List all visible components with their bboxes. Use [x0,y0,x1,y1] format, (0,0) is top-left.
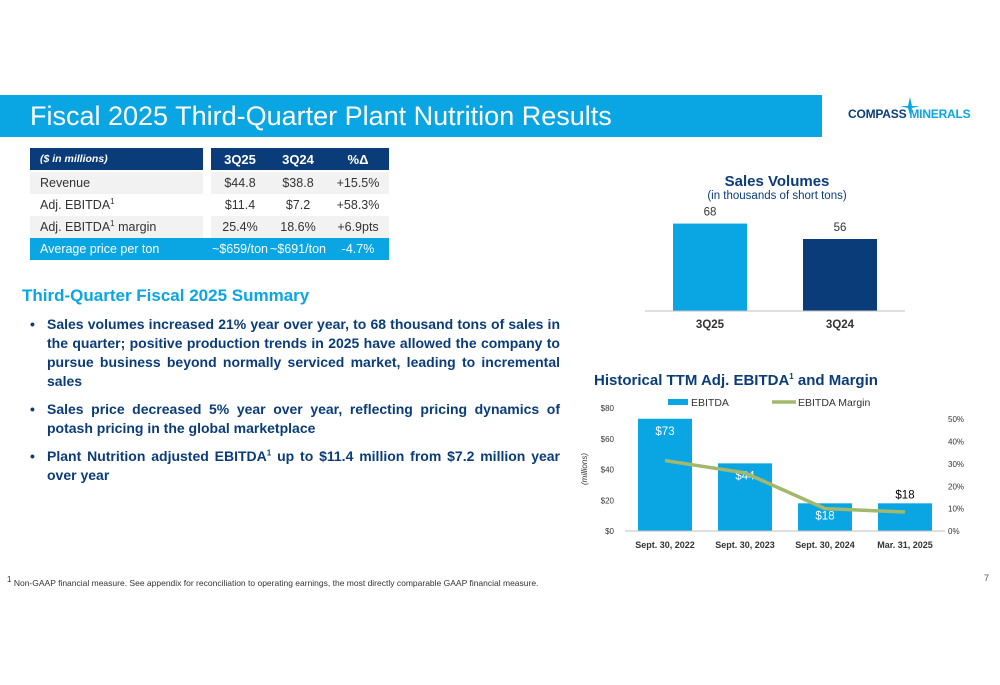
table-cell: -4.7% [327,238,389,260]
table-cell: ~$691/ton [269,238,327,260]
ebitda-chart-title: Historical TTM Adj. EBITDA1 and Margin [594,372,878,389]
table-cell: $44.8 [211,170,269,194]
table-cell: 18.6% [269,216,327,238]
x-category-label: Sept. 30, 2023 [715,540,775,550]
page-title: Fiscal 2025 Third-Quarter Plant Nutritio… [30,101,612,131]
x-category-label: Sept. 30, 2024 [795,540,855,550]
column-header: %Δ [327,148,389,171]
y-right-tick-label: 0% [948,527,960,536]
table-cell: $7.2 [269,194,327,216]
table-cell: +58.3% [327,194,389,216]
logo-word-minerals: MINERALS [909,107,971,121]
list-item: • Sales volumes increased 21% year over y… [30,316,560,389]
y-axis-label: (millions) [580,453,589,485]
logo-word-compass: COMPASS [848,107,907,121]
y-right-tick-label: 40% [948,438,964,447]
summary-bullets: • Sales volumes increased 21% year over y… [30,315,560,494]
summary-heading: Third-Quarter Fiscal 2025 Summary [22,286,310,305]
row-label: Average price per ton [30,238,203,260]
results-table: ($ in millions) 3Q25 3Q24 %Δ Revenue $44… [30,148,389,260]
y-left-tick-label: $80 [601,404,615,413]
table-header-row: ($ in millions) 3Q25 3Q24 %Δ [30,148,389,171]
legend-label-margin: EBITDA Margin [798,397,871,409]
logo-container [822,95,1000,137]
table-cell: +15.5% [327,170,389,194]
y-right-tick-label: 30% [948,460,964,469]
row-label: Adj. EBITDA1 [30,194,203,216]
table-cell: $11.4 [211,194,269,216]
x-category-label: Mar. 31, 2025 [877,540,933,550]
x-category-label: Sept. 30, 2022 [635,540,695,550]
ebitda-margin-chart: $0 $20 $40 $60 $80 0% 10% 20% 30% 40% 50% (millions… [580,397,964,550]
ebitda-bar [638,418,692,531]
compass-star-icon [900,97,920,115]
legend-label-ebitda: EBITDA [691,397,729,409]
row-label: Adj. EBITDA1 margin [30,216,203,238]
volume-bar-value: 56 [834,222,847,234]
table-units-label: ($ in millions) [30,148,203,171]
ebitda-margin-line [664,458,906,514]
volume-bar [673,223,747,311]
list-item: • Sales price decreased 5% year over year… [30,401,560,436]
volume-category-label: 3Q25 [696,319,725,331]
ebitda-bar [878,503,932,531]
table-cell: 25.4% [211,216,269,238]
list-item: • Plant Nutrition adjusted EBITDA1 up to … [30,448,560,483]
table-row: Average price per ton ~$659/ton ~$691/to… [30,238,389,260]
table-row: Revenue $44.8 $38.8 +15.5% [30,170,389,194]
company-logo: COMPASS MINERALS [848,107,971,121]
ebitda-bar-value: $18 [815,510,834,522]
y-left-tick-label: $60 [601,435,615,444]
table-cell: ~$659/ton [211,238,269,260]
table-row: Adj. EBITDA1 margin 25.4% 18.6% +6.9pts [30,216,389,238]
column-header: 3Q25 [211,148,269,171]
volume-bar [803,239,877,311]
legend-swatch-ebitda [668,399,688,405]
sales-volumes-title: Sales Volumes [724,173,830,190]
footnote: 1 Non-GAAP financial measure. See append… [7,575,539,588]
sales-volumes-subtitle: (in thousands of short tons) [707,190,847,202]
row-label: Revenue [30,170,203,194]
y-left-tick-label: $20 [601,496,615,505]
y-left-tick-label: $40 [601,466,615,475]
y-left-tick-label: $0 [605,527,614,536]
volume-bar-value: 68 [704,207,717,219]
y-right-tick-label: 20% [948,482,964,491]
sales-volumes-chart: 68 3Q25 56 3Q24 [645,207,905,331]
ebitda-bar-value: $73 [655,426,674,438]
table-cell: $38.8 [269,170,327,194]
volume-category-label: 3Q24 [826,319,855,331]
table-row: Adj. EBITDA1 $11.4 $7.2 +58.3% [30,194,389,216]
table-cell: +6.9pts [327,216,389,238]
y-right-tick-label: 50% [948,415,964,424]
y-right-tick-label: 10% [948,505,964,514]
ebitda-bar-value: $18 [895,489,914,501]
page-number: 7 [984,573,990,583]
column-header: 3Q24 [269,148,327,171]
